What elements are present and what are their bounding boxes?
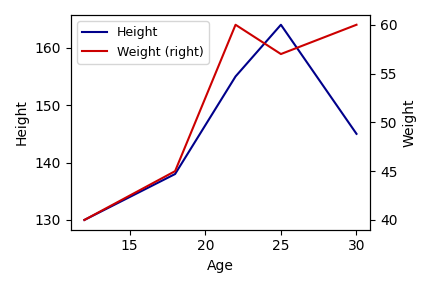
Weight (right) [278, 52, 283, 56]
Height [172, 172, 178, 176]
Height [233, 75, 238, 78]
Y-axis label: Weight: Weight [403, 98, 417, 147]
Legend: Height, Weight (right): Height, Weight (right) [77, 21, 209, 63]
Height [278, 23, 283, 26]
Y-axis label: Height: Height [15, 99, 29, 145]
Height [82, 218, 87, 222]
Weight (right) [354, 23, 359, 26]
Weight (right) [82, 218, 87, 222]
Line: Weight (right): Weight (right) [84, 25, 356, 220]
Height [354, 132, 359, 136]
X-axis label: Age: Age [207, 259, 234, 273]
Line: Height: Height [84, 25, 356, 220]
Weight (right) [233, 23, 238, 26]
Weight (right) [172, 169, 178, 173]
